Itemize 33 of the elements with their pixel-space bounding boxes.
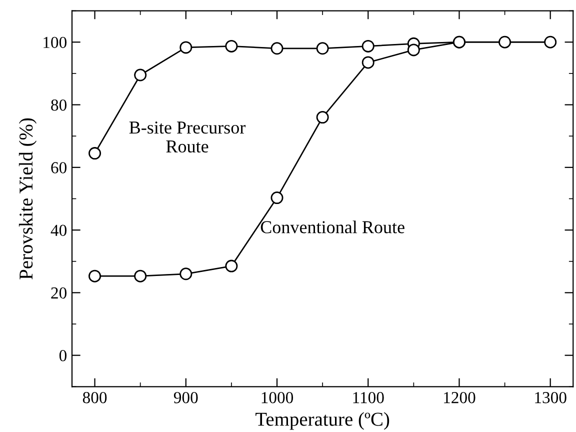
x-tick-label: 1300 <box>535 392 566 404</box>
x-tick-label: 1200 <box>444 392 476 404</box>
point <box>316 42 329 55</box>
point <box>88 147 102 160</box>
y-tick-label: 60 <box>51 162 67 174</box>
point <box>498 36 512 48</box>
y-tick-label: 100 <box>44 36 67 48</box>
x-tick-label: 900 <box>174 392 198 404</box>
point <box>134 270 147 282</box>
point <box>180 268 192 280</box>
point <box>544 36 557 48</box>
x-axis-title: Temperature (ºC) <box>256 412 390 430</box>
x-tick-label: 800 <box>82 392 107 404</box>
x-tick-label: 1100 <box>353 392 384 404</box>
series-label: B-site Precursor Route <box>129 122 246 153</box>
y-tick-label: 0 <box>59 350 67 362</box>
point <box>225 40 238 52</box>
point <box>362 40 374 52</box>
x-tick-label: 1000 <box>262 392 294 404</box>
point <box>134 68 147 82</box>
y-tick-label: 80 <box>51 99 67 111</box>
point <box>180 41 192 54</box>
y-tick-label: 20 <box>51 287 67 299</box>
point <box>270 42 284 55</box>
point <box>362 56 374 69</box>
point <box>88 270 102 282</box>
y-tick-label: 40 <box>50 224 67 236</box>
point <box>270 192 284 204</box>
point <box>316 111 329 124</box>
series-label: Conventional Route <box>260 220 404 234</box>
point <box>407 44 420 56</box>
point <box>225 260 238 272</box>
y-axis-title: Perovskite Yield (%) <box>18 118 37 280</box>
